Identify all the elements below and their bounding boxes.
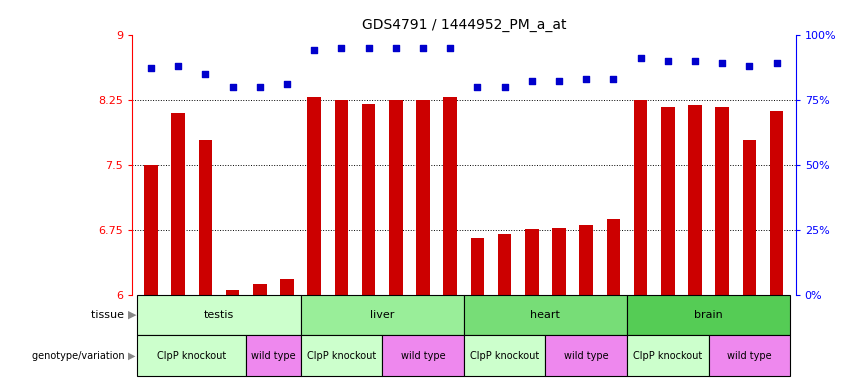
Bar — [246, 336, 300, 376]
Text: wild type: wild type — [564, 351, 608, 361]
Point — [607, 76, 620, 82]
Bar — [144, 165, 157, 295]
Bar — [334, 99, 348, 295]
Point — [688, 58, 702, 64]
Bar — [709, 336, 791, 376]
Bar — [416, 99, 430, 295]
Bar — [716, 106, 729, 295]
Point — [770, 60, 784, 66]
Bar — [137, 295, 300, 336]
Point — [525, 78, 539, 84]
Bar — [198, 140, 212, 295]
Bar — [634, 99, 648, 295]
Bar — [171, 113, 185, 295]
Point — [171, 63, 185, 69]
Text: tissue: tissue — [91, 310, 128, 320]
Point — [389, 45, 403, 51]
Bar — [362, 104, 375, 295]
Text: wild type: wild type — [727, 351, 772, 361]
Bar — [743, 140, 757, 295]
Bar — [226, 290, 239, 295]
Bar — [464, 336, 545, 376]
Bar — [300, 295, 464, 336]
Point — [443, 45, 457, 51]
Bar — [627, 295, 791, 336]
Point — [226, 83, 239, 89]
Text: ClpP knockout: ClpP knockout — [306, 351, 376, 361]
Bar — [661, 106, 675, 295]
Bar — [307, 97, 321, 295]
Text: ClpP knockout: ClpP knockout — [157, 351, 226, 361]
Bar — [137, 336, 246, 376]
Point — [498, 83, 511, 89]
Text: testis: testis — [204, 310, 234, 320]
Point — [253, 83, 266, 89]
Bar — [443, 97, 457, 295]
Bar — [770, 111, 784, 295]
Bar — [688, 105, 702, 295]
Text: genotype/variation: genotype/variation — [31, 351, 128, 361]
Point — [471, 83, 484, 89]
Text: brain: brain — [694, 310, 723, 320]
Bar — [471, 238, 484, 295]
Bar — [525, 229, 539, 295]
Bar — [580, 225, 593, 295]
Bar — [545, 336, 627, 376]
Text: ClpP knockout: ClpP knockout — [633, 351, 702, 361]
Bar — [627, 336, 709, 376]
Point — [280, 81, 294, 87]
Text: wild type: wild type — [251, 351, 295, 361]
Point — [144, 65, 157, 71]
Point — [580, 76, 593, 82]
Bar — [552, 228, 566, 295]
Text: ▶: ▶ — [128, 351, 135, 361]
Bar — [498, 234, 511, 295]
Text: heart: heart — [530, 310, 560, 320]
Bar — [464, 295, 627, 336]
Bar — [280, 279, 294, 295]
Bar — [389, 101, 403, 295]
Point — [198, 71, 212, 77]
Point — [362, 45, 375, 51]
Point — [634, 55, 648, 61]
Title: GDS4791 / 1444952_PM_a_at: GDS4791 / 1444952_PM_a_at — [362, 18, 566, 32]
Point — [307, 47, 321, 53]
Bar — [253, 284, 266, 295]
Bar — [382, 336, 464, 376]
Text: ClpP knockout: ClpP knockout — [470, 351, 540, 361]
Point — [743, 63, 757, 69]
Text: wild type: wild type — [401, 351, 445, 361]
Point — [334, 45, 348, 51]
Bar — [607, 219, 620, 295]
Point — [416, 45, 430, 51]
Point — [661, 58, 675, 64]
Point — [716, 60, 729, 66]
Point — [552, 78, 566, 84]
Bar — [300, 336, 382, 376]
Text: ▶: ▶ — [128, 310, 136, 320]
Text: liver: liver — [370, 310, 394, 320]
